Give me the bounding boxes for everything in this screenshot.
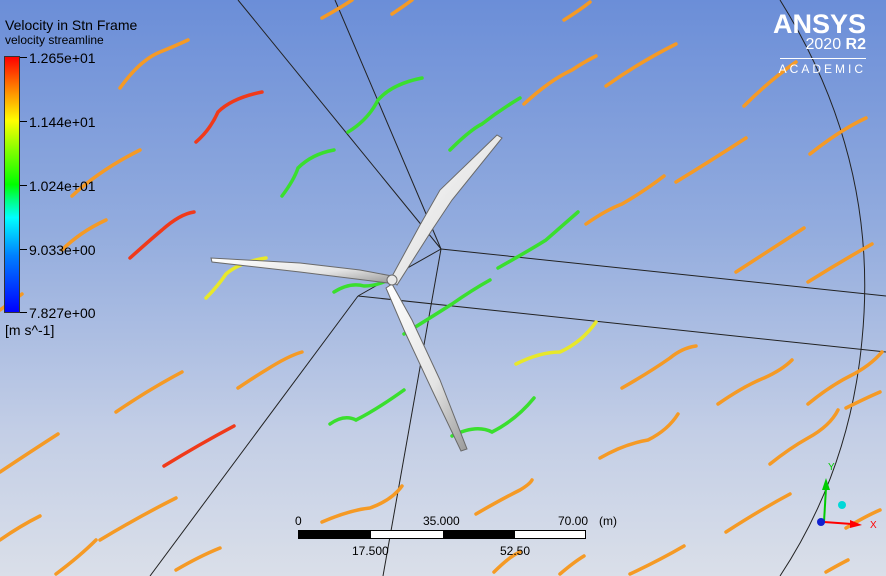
streamline: [118, 38, 190, 90]
scale-unit: (m): [599, 514, 617, 528]
streamline: [54, 538, 98, 576]
streamline: [0, 432, 60, 474]
legend-tick-mark: [20, 312, 27, 313]
turbine-blade: [385, 283, 468, 452]
streamline: [70, 148, 142, 198]
axis-triad: Y X: [817, 462, 877, 531]
streamline: [174, 546, 222, 572]
legend-tick-mark: [20, 185, 27, 186]
legend-tick-label: 1.024e+01: [29, 178, 96, 194]
streamline: [162, 424, 236, 468]
streamline: [320, 0, 354, 20]
streamline: [450, 396, 536, 438]
streamline: [824, 558, 850, 574]
ansys-logo: ANSYS 2020 R2 ACADEMIC: [773, 10, 866, 76]
logo-divider: [780, 58, 866, 59]
scale-bar: [298, 530, 586, 539]
legend-tick-mark: [20, 249, 27, 250]
streamline: [514, 320, 598, 366]
streamline: [522, 54, 598, 106]
streamline: [724, 492, 792, 534]
streamline: [496, 210, 580, 270]
streamline: [236, 350, 304, 390]
wind-turbine-rotor: [210, 134, 503, 452]
streamline: [448, 96, 522, 152]
axis-x-label: X: [870, 520, 877, 531]
streamline: [674, 136, 748, 184]
scale-bar-segment: [443, 531, 515, 538]
streamline: [562, 0, 592, 22]
scale-label-0: 0: [295, 514, 302, 528]
legend-tick-mark: [20, 121, 27, 122]
streamline: [114, 370, 184, 414]
turbine-hub: [386, 274, 398, 286]
streamline: [280, 148, 336, 198]
streamline: [844, 390, 882, 410]
legend-tick-label: 7.827e+00: [29, 305, 96, 321]
streamline: [768, 408, 840, 466]
logo-version-release: R2: [845, 36, 866, 53]
legend-subtitle: velocity streamline: [5, 33, 104, 47]
legend-title: Velocity in Stn Frame: [5, 17, 138, 33]
axis-y-label: Y: [828, 462, 835, 473]
streamline: [716, 358, 794, 406]
legend-units: [m s^-1]: [5, 322, 55, 338]
legend-colorbar: [4, 56, 20, 313]
streamline: [558, 554, 586, 576]
streamline: [598, 412, 680, 460]
streamline: [620, 344, 698, 390]
streamline: [734, 226, 806, 274]
streamline: [474, 478, 534, 516]
turbine-blade: [389, 134, 503, 286]
scale-bar-segment: [299, 531, 371, 538]
logo-edition: ACADEMIC: [778, 62, 866, 76]
streamline: [806, 350, 884, 406]
streamline: [492, 550, 522, 574]
streamline: [98, 496, 178, 542]
streamline: [844, 508, 882, 530]
scale-label-quarter: 17.500: [352, 544, 389, 558]
streamline: [742, 60, 798, 108]
scale-label-three-quarter: 52.50: [500, 544, 531, 558]
streamline: [0, 514, 42, 542]
streamline: [390, 0, 414, 16]
legend-tick-label: 9.033e+00: [29, 242, 96, 258]
legend-tick-mark: [20, 57, 27, 58]
logo-version-year: 2020: [805, 36, 842, 53]
streamline: [808, 116, 868, 156]
scale-label-mid: 35.000: [423, 514, 460, 528]
streamline: [806, 242, 874, 284]
turbine-blade: [210, 257, 393, 284]
streamline: [628, 544, 686, 576]
streamline: [320, 484, 404, 524]
streamline: [328, 388, 406, 426]
scale-label-max: 70.00: [558, 514, 589, 528]
streamline: [604, 42, 678, 88]
streamline: [194, 90, 264, 144]
legend-tick-label: 1.265e+01: [29, 50, 96, 66]
streamline: [128, 210, 196, 260]
streamline: [584, 174, 666, 226]
logo-version: 2020 R2: [773, 36, 867, 54]
streamline: [346, 76, 424, 134]
streamline: [402, 278, 492, 336]
streamline: [60, 218, 108, 252]
legend-tick-label: 1.144e+01: [29, 114, 96, 130]
logo-name: ANSYS: [772, 9, 866, 39]
